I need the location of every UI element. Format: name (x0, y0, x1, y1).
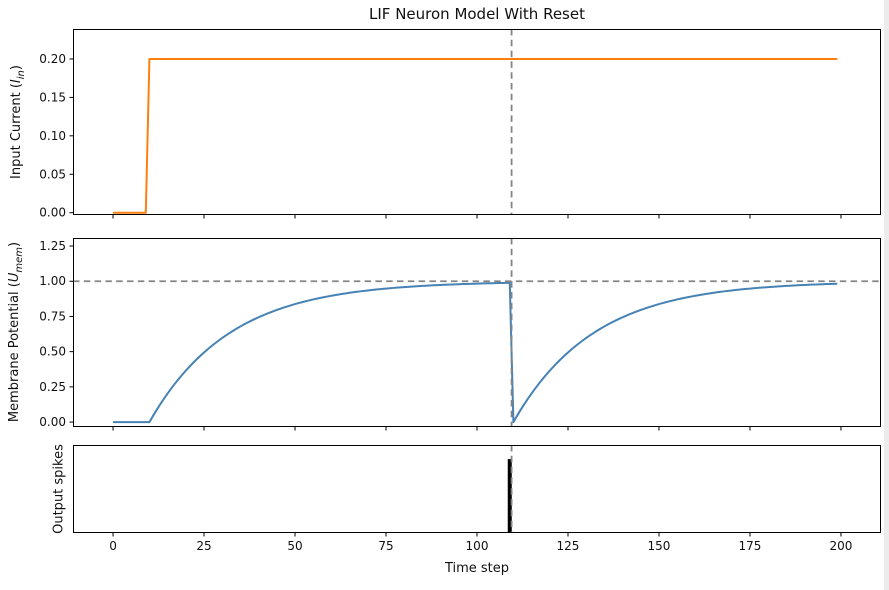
x-tick-label: 25 (196, 539, 211, 553)
ylabel-output-spikes-text: Output spikes (51, 444, 67, 534)
y-tick-label: 1.00 (39, 274, 66, 288)
ylabel-input-current-text: Input Current ( (9, 83, 25, 179)
axes-spines (73, 29, 881, 215)
ylabel-input-current-subscript: in (15, 70, 27, 80)
x-tick-label: 50 (287, 539, 302, 553)
x-tick-label: 100 (466, 539, 489, 553)
ylabel-membrane-potential: Membrane Potential (Umem) (7, 242, 25, 422)
chart-title: LIF Neuron Model With Reset (369, 5, 585, 23)
ylabel-input-current: Input Current (Iin) (9, 65, 27, 179)
ylabel-membrane-potential-suffix: ) (7, 241, 23, 247)
x-tick-label: 150 (648, 539, 671, 553)
y-tick-label: 0.10 (39, 129, 66, 143)
axes-spines (73, 238, 881, 427)
y-tick-label: 0.00 (39, 415, 66, 429)
y-tick-label: 0.50 (39, 345, 66, 359)
x-axis-label: Time step (444, 561, 510, 576)
ylabel-membrane-potential-text: Membrane Potential ( (7, 282, 23, 423)
x-tick-label: 200 (830, 539, 853, 553)
window-edge-strip (884, 0, 889, 590)
x-tick-label: 75 (378, 539, 393, 553)
ylabel-input-current-suffix: ) (9, 65, 25, 71)
axes-spines (73, 445, 881, 533)
axes-input-current: 0.00 0.05 0.10 0.15 0.20 (39, 29, 881, 220)
axes-output-spikes: 0 25 50 75 100 125 150 175 200 (73, 445, 881, 553)
ylabel-membrane-potential-subscript: mem (13, 246, 25, 273)
ylabel-input-current-symbol: I (9, 79, 25, 84)
y-tick-label: 0.75 (39, 309, 66, 323)
x-tick-label: 125 (557, 539, 580, 553)
y-tick-label: 1.25 (39, 239, 66, 253)
ylabel-output-spikes: Output spikes (52, 444, 67, 534)
membrane-potential-line (113, 281, 838, 424)
ylabel-membrane-potential-symbol: U (7, 272, 23, 283)
y-tick-label: 0.25 (39, 380, 66, 394)
axes-membrane-potential: 0.00 0.25 0.50 0.75 1.00 1.25 (39, 238, 881, 431)
x-tick-label: 0 (109, 539, 117, 553)
y-tick-label: 0.20 (39, 52, 66, 66)
y-tick-label: 0.15 (39, 90, 66, 104)
y-tick-label: 0.00 (39, 206, 66, 220)
input-current-line (113, 57, 838, 214)
y-tick-label: 0.05 (39, 167, 66, 181)
x-tick-label: 175 (739, 539, 762, 553)
